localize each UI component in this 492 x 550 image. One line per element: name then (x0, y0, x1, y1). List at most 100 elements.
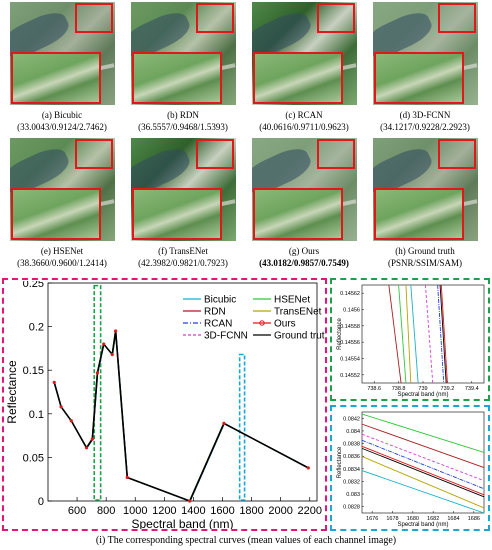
y-tick-label: 0.25 (23, 281, 44, 290)
y-tick-label: 0.14552 (340, 373, 360, 379)
highlight-box-cyan (238, 353, 246, 501)
zoom-chart-top-box (330, 278, 490, 401)
y-tick-label: 0.15 (23, 365, 44, 377)
zoom-detail (11, 52, 101, 104)
legend-label: Bicubic (204, 295, 236, 306)
plot-area (361, 411, 485, 514)
plot-area (361, 284, 485, 384)
spectral-curve-chart: 0 0.05 0.1 0.15 0.2 0.25 600 800 1000 1200 1400 160… (5, 281, 325, 529)
panel-metrics: (36.5557/0.9468/1.5393) (138, 122, 228, 132)
data-point (90, 437, 94, 441)
data-point (110, 352, 114, 357)
data-point (84, 446, 89, 450)
zoom-detail (132, 188, 222, 240)
panel-image (373, 138, 478, 241)
x-tick-label: 1800 (239, 505, 263, 517)
series-line (361, 470, 485, 514)
x-tick-label: 800 (97, 505, 115, 517)
legend-label: TransENet (274, 307, 322, 318)
data-point (69, 419, 73, 423)
zoom-detail (253, 52, 343, 104)
zoom-source-box (196, 3, 234, 33)
x-tick-label: 739.4 (465, 386, 479, 392)
series-line (440, 284, 448, 384)
zoom-detail (374, 52, 464, 104)
panel-image (252, 2, 357, 105)
x-tick-label: 1678 (386, 516, 398, 522)
y-tick-label: 0.1456 (343, 308, 360, 314)
panel-metrics: (34.1217/0.9228/2.2923) (380, 122, 470, 132)
panel-caption: (e) HSENet (38.3660/0.9600/1.2414) (2, 245, 122, 269)
x-tick-label: 739 (418, 386, 427, 392)
zoom-chart-739nm: 0.14552 0.14554 0.14556 0.14558 0.1456 0.1456… (337, 284, 485, 398)
series-line (361, 423, 485, 468)
panel-caption: (g) Ours (43.0182/0.9857/0.7549) (244, 245, 364, 269)
y-tick-label: 0.14556 (340, 340, 360, 346)
y-tick-label: 0.0838 (343, 442, 360, 448)
y-tick-label: 0.14562 (340, 291, 360, 297)
series-line (361, 445, 485, 496)
y-tick-label: 0.084 (346, 429, 360, 435)
zoom-detail (374, 188, 464, 240)
zoom-source-box (75, 139, 113, 169)
x-tick-label: 2000 (268, 505, 292, 517)
zoom-source-box (438, 139, 476, 169)
x-tick-label: 1676 (366, 516, 378, 522)
y-tick-label: 0.14558 (340, 324, 360, 330)
series-line (361, 447, 485, 498)
panel-label: (g) Ours (288, 246, 320, 256)
zoom-detail (253, 188, 343, 240)
data-point (102, 342, 106, 346)
data-point (95, 371, 100, 375)
highlight-box-green (93, 284, 102, 501)
x-axis-label: Spectral band (nm) (397, 522, 448, 528)
zoom-detail (11, 188, 101, 240)
series-line (405, 284, 412, 384)
legend-label: RCAN (204, 319, 232, 330)
series-line (439, 284, 447, 384)
x-tick-label: 1000 (123, 505, 147, 517)
series-line (398, 284, 407, 384)
x-tick-label: 738.8 (392, 386, 406, 392)
x-tick-label: 1200 (152, 505, 176, 517)
panel-label: (e) HSENet (40, 246, 84, 256)
zoom-detail (132, 52, 222, 104)
y-axis-label: Reflectance (337, 446, 343, 478)
x-axis-label: Spectral band (nm) (131, 517, 233, 529)
data-point (114, 329, 118, 333)
legend-label: 3D-FCNN (204, 331, 248, 342)
panel-label: (h) Ground truth (395, 246, 455, 256)
plot-area (47, 282, 318, 502)
series-line (361, 439, 485, 490)
x-tick-label: 2200 (297, 505, 321, 517)
series-line (361, 456, 485, 509)
y-tick-label: 0.1 (29, 409, 44, 421)
panel-caption: (h) Ground truth (PSNR/SSIM/SAM) (365, 245, 485, 269)
y-tick-label: 0.14554 (340, 357, 360, 363)
panel-label: (f) TransENet (158, 246, 208, 256)
x-tick-label: 739.2 (441, 386, 455, 392)
panel-caption: (b) RDN (36.5557/0.9468/1.5393) (123, 109, 243, 133)
data-point (52, 380, 56, 385)
x-tick-label: 738.6 (367, 386, 381, 392)
figure-caption: (i) The corresponding spectral curves (m… (95, 535, 397, 546)
zoom-source-box (438, 3, 476, 33)
x-tick-label: 1686 (468, 516, 480, 522)
y-tick-label: 0.2 (29, 322, 44, 334)
series-line (361, 433, 485, 482)
y-tick-label: 0.0842 (343, 416, 360, 422)
y-tick-label: 0.083 (346, 492, 360, 498)
y-tick-label: 0.0828 (343, 505, 360, 511)
data-point (125, 475, 129, 480)
x-tick-label: 1680 (407, 516, 419, 522)
panel-metrics: (38.3660/0.9600/1.2414) (17, 258, 107, 268)
series-line (410, 284, 419, 384)
panel-image (131, 138, 236, 241)
panel-image (373, 2, 478, 105)
panel-label: (b) RDN (167, 110, 199, 120)
main-chart-box (2, 278, 327, 531)
panel-label: (d) 3D-FCNN (399, 110, 451, 120)
y-tick-label: 0.0834 (343, 467, 360, 473)
panel-label: (c) RCAN (285, 110, 323, 120)
panel-metrics: (43.0182/0.9857/0.7549) (259, 258, 349, 268)
